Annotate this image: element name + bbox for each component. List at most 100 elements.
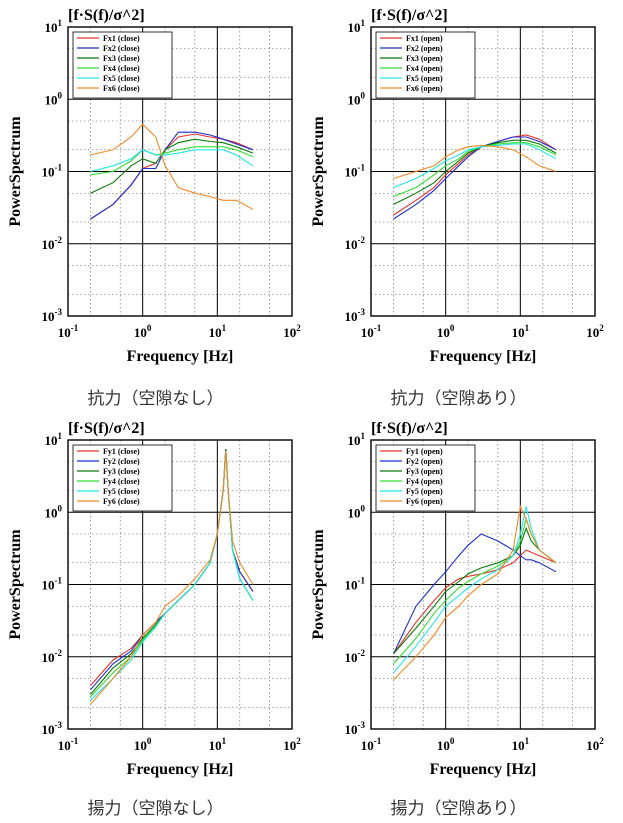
legend-label: Fx3 (close)	[103, 54, 140, 63]
chart-title: [f·S(f)/σ^2]	[68, 7, 145, 24]
x-tick-label: 10-1	[58, 323, 79, 340]
legend-label: Fx2 (open)	[406, 44, 443, 53]
legend-box	[375, 31, 476, 99]
fy-close-chart-panel: 10-1 100 101 102 10-3 10-2 10-1 100 101 [f·S(f)/σ…	[0, 413, 311, 823]
x-axis-label: Frequency [Hz]	[127, 761, 234, 778]
fy-open-chart-panel: 10-1 100 101 102 10-3 10-2 10-1 100 101 [f·S(f)/σ…	[303, 413, 614, 823]
y-axis-label: PowerSpectrum	[7, 529, 24, 640]
chart-title: [f·S(f)/σ^2]	[68, 420, 145, 437]
legend-label: Fx6 (open)	[406, 84, 443, 93]
series-line	[90, 131, 254, 220]
legend-label: Fy2 (open)	[406, 457, 443, 466]
y-tick-label: 101	[348, 18, 366, 35]
series-line	[393, 526, 557, 655]
series-line	[90, 451, 254, 705]
x-axis-label: Frequency [Hz]	[127, 348, 234, 365]
series-line	[393, 139, 557, 205]
legend-label: Fy6 (open)	[406, 497, 443, 506]
x-tick-label: 101	[512, 736, 530, 753]
y-tick-label: 10-2	[42, 235, 63, 252]
legend-label: Fy4 (close)	[103, 477, 140, 486]
series-line	[393, 504, 557, 681]
fx-close-chart: 10-1 100 101 102 10-3 10-2 10-1 100 101 [f·S(f)/σ…	[7, 7, 301, 365]
legend-label: Fy5 (open)	[406, 487, 443, 496]
legend-label: Fy6 (close)	[103, 497, 140, 506]
legend-label: Fx1 (close)	[103, 34, 140, 43]
fx-open-caption: 抗力（空隙あり）	[390, 389, 527, 409]
x-tick-label: 101	[512, 323, 530, 340]
x-tick-label: 102	[586, 736, 604, 753]
y-tick-label: 10-3	[345, 720, 366, 737]
fx-open-chart: 10-1 100 101 102 10-3 10-2 10-1 100 101 [f·S(f)/σ…	[310, 7, 604, 365]
series-line	[90, 146, 254, 176]
y-tick-label: 101	[348, 431, 366, 448]
y-axis-label: PowerSpectrum	[7, 116, 24, 227]
legend-box	[72, 31, 173, 99]
x-axis-label: Frequency [Hz]	[430, 761, 537, 778]
fx-open-chart-panel: 10-1 100 101 102 10-3 10-2 10-1 100 101 [f·S(f)/σ…	[303, 0, 614, 410]
x-tick-label: 101	[209, 323, 227, 340]
y-tick-label: 10-2	[345, 235, 366, 252]
series-line	[393, 549, 557, 655]
y-tick-label: 10-2	[42, 648, 63, 665]
plot-frame	[67, 439, 293, 730]
series-line	[393, 533, 557, 655]
x-tick-label: 10-1	[361, 323, 382, 340]
y-tick-label: 100	[348, 503, 366, 520]
series-line	[90, 149, 254, 173]
y-tick-label: 10-3	[42, 720, 63, 737]
x-tick-label: 10-1	[361, 736, 382, 753]
y-tick-label: 10-1	[42, 163, 63, 180]
x-tick-label: 100	[437, 736, 455, 753]
fy-close-caption: 揚力（空隙なし）	[87, 799, 224, 819]
legend-label: Fy5 (close)	[103, 487, 140, 496]
y-tick-label: 10-1	[42, 576, 63, 593]
y-tick-label: 10-1	[345, 576, 366, 593]
series-line	[393, 143, 557, 189]
x-tick-label: 10-1	[58, 736, 79, 753]
plot-frame	[370, 26, 596, 317]
x-axis-label: Frequency [Hz]	[430, 348, 537, 365]
legend-label: Fy2 (close)	[103, 457, 140, 466]
y-tick-label: 100	[45, 503, 63, 520]
x-tick-label: 102	[283, 736, 301, 753]
y-tick-label: 10-3	[345, 307, 366, 324]
y-tick-label: 100	[348, 90, 366, 107]
x-tick-label: 102	[586, 323, 604, 340]
x-tick-label: 100	[437, 323, 455, 340]
legend-label: Fx5 (open)	[406, 74, 443, 83]
y-tick-label: 101	[45, 18, 63, 35]
series-line	[90, 138, 254, 194]
legend-label: Fy3 (open)	[406, 467, 443, 476]
series-line	[393, 134, 557, 216]
y-tick-label: 100	[45, 90, 63, 107]
series-line	[393, 142, 557, 198]
fx-close-caption: 抗力（空隙なし）	[87, 389, 224, 409]
legend-label: Fx6 (close)	[103, 84, 140, 93]
chart-title: [f·S(f)/σ^2]	[371, 420, 448, 437]
y-tick-label: 10-3	[42, 307, 63, 324]
y-axis-label: PowerSpectrum	[310, 116, 327, 227]
x-tick-label: 100	[134, 323, 152, 340]
legend-label: Fx1 (open)	[406, 34, 443, 43]
legend-label: Fy3 (close)	[103, 467, 140, 476]
fy-open-caption: 揚力（空隙あり）	[390, 799, 527, 819]
x-tick-label: 100	[134, 736, 152, 753]
legend-label: Fy4 (open)	[406, 477, 443, 486]
legend-label: Fx4 (open)	[406, 64, 443, 73]
y-tick-label: 101	[45, 431, 63, 448]
y-tick-label: 10-2	[345, 648, 366, 665]
plot-frame	[67, 26, 293, 317]
series-line	[393, 506, 557, 674]
legend-label: Fx5 (close)	[103, 74, 140, 83]
legend-label: Fy1 (close)	[103, 447, 140, 456]
plot-frame	[370, 439, 596, 730]
legend-box	[72, 444, 173, 512]
chart-title: [f·S(f)/σ^2]	[371, 7, 448, 24]
x-tick-label: 102	[283, 323, 301, 340]
series-line	[90, 123, 254, 210]
legend-label: Fx4 (close)	[103, 64, 140, 73]
legend-box	[375, 444, 476, 512]
series-line	[393, 136, 557, 220]
x-tick-label: 101	[209, 736, 227, 753]
